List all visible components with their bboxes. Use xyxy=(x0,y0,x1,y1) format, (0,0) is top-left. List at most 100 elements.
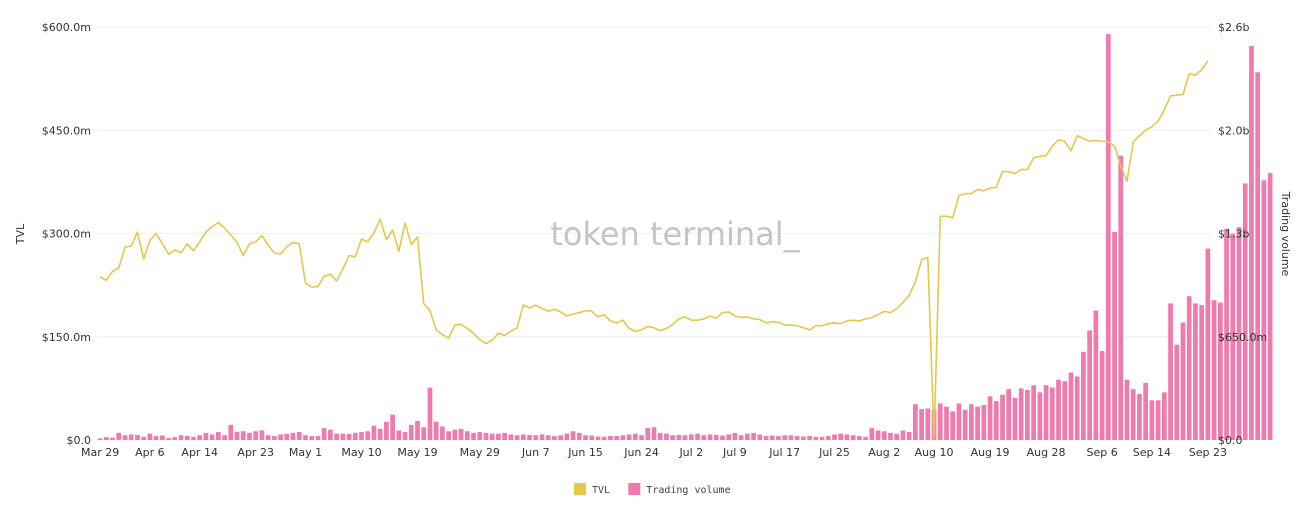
volume-bar xyxy=(359,432,364,440)
y-left-ticks: $0.0 $150.0m $300.0m $450.0m $600.0m xyxy=(42,21,91,447)
volume-bar xyxy=(614,436,620,440)
volume-bar xyxy=(228,424,234,440)
volume-bar xyxy=(763,436,769,440)
volume-bar xyxy=(247,432,252,440)
volume-bar xyxy=(147,433,153,440)
volume-bar xyxy=(987,396,993,440)
volume-bar xyxy=(1261,180,1267,441)
volume-bar xyxy=(321,428,327,440)
volume-bar xyxy=(489,433,495,440)
volume-bar xyxy=(832,434,837,440)
volume-bar xyxy=(869,428,875,440)
volume-bar xyxy=(396,430,402,440)
volume-bar xyxy=(807,436,812,440)
volume-bar xyxy=(545,435,551,440)
volume-bar xyxy=(801,436,806,440)
volume-bar xyxy=(558,435,564,440)
volume-bar xyxy=(850,435,856,440)
volume-bar xyxy=(1180,322,1186,440)
volume-bar xyxy=(981,405,987,440)
volume-bar xyxy=(384,421,389,440)
volume-bar xyxy=(352,432,358,440)
volume-bar xyxy=(514,435,520,440)
volume-bar xyxy=(408,424,414,440)
volume-bar xyxy=(875,430,881,440)
y-right-tick-label: $1.3b xyxy=(1218,228,1249,241)
volume-bar xyxy=(184,436,190,440)
volume-bar xyxy=(863,436,868,440)
legend-swatch xyxy=(628,483,641,495)
volume-bar xyxy=(1211,300,1217,440)
volume-bar xyxy=(1124,379,1130,440)
volume-bar xyxy=(483,432,489,440)
y-left-tick-label: $300.0m xyxy=(42,228,91,241)
volume-bar xyxy=(744,433,750,440)
volume-bar xyxy=(552,436,557,440)
volume-bar xyxy=(688,434,694,440)
volume-bar xyxy=(433,421,439,440)
x-tick-label: Aug 2 xyxy=(868,446,900,459)
volume-bar xyxy=(695,433,700,440)
volume-bar xyxy=(608,436,613,440)
volume-bar xyxy=(477,432,483,440)
y-left-axis-title: TVL xyxy=(14,223,27,245)
volume-bar xyxy=(1137,393,1142,440)
volume-bar xyxy=(1224,228,1229,440)
volume-bar xyxy=(751,432,756,440)
volume-bar xyxy=(284,433,290,440)
volume-bar xyxy=(1161,392,1167,440)
volume-bar xyxy=(520,434,526,440)
volume-bar xyxy=(191,436,196,440)
x-tick-label: Aug 19 xyxy=(971,446,1010,459)
x-tick-label: Apr 23 xyxy=(237,446,274,459)
volume-bar xyxy=(253,431,259,440)
volume-bar xyxy=(1062,381,1068,440)
volume-bar xyxy=(937,403,943,440)
volume-bar xyxy=(103,437,109,440)
volume-bar xyxy=(278,434,283,440)
volume-bar xyxy=(1168,303,1173,440)
volume-bar xyxy=(813,436,819,440)
volume-bar xyxy=(838,433,844,440)
volume-bar xyxy=(670,435,676,440)
volume-bar xyxy=(913,404,918,440)
volume-bar xyxy=(1230,233,1236,440)
volume-bar xyxy=(769,435,775,440)
volume-bar xyxy=(632,433,638,440)
volume-bar xyxy=(458,428,464,440)
volume-bar xyxy=(906,432,912,440)
volume-bar xyxy=(595,436,601,440)
volume-bar xyxy=(365,431,371,440)
volume-bar xyxy=(713,434,719,440)
volume-bar xyxy=(888,432,893,440)
volume-bar xyxy=(844,434,850,440)
volume-bar xyxy=(583,435,588,440)
volume-bar xyxy=(1143,382,1149,440)
volume-bar xyxy=(203,432,209,440)
volume-bar xyxy=(1087,330,1093,440)
volume-bar xyxy=(950,411,956,440)
volume-bar xyxy=(508,434,514,440)
x-tick-label: Jun 7 xyxy=(521,446,550,459)
legend-label: Trading volume xyxy=(646,485,730,496)
volume-bar xyxy=(1249,46,1254,441)
volume-bar xyxy=(894,433,900,440)
volume-bar xyxy=(1255,72,1261,441)
x-tick-label: Mar 29 xyxy=(81,446,119,459)
volume-bar xyxy=(1155,400,1161,440)
volume-bar xyxy=(340,433,346,440)
x-tick-label: Jun 15 xyxy=(567,446,603,459)
volume-bar xyxy=(309,436,315,440)
volume-bar xyxy=(116,432,122,440)
y-right-tick-label: $0.0 xyxy=(1218,434,1243,447)
volume-bar xyxy=(701,435,707,440)
volume-bar xyxy=(720,435,725,440)
volume-bar xyxy=(900,430,906,440)
volume-bar xyxy=(172,437,178,440)
volume-bar xyxy=(788,435,794,440)
x-axis-ticks: Mar 29 Apr 6 Apr 14 Apr 23 May 1 May 10 May 19… xyxy=(81,446,1227,459)
volume-bar xyxy=(738,435,744,440)
volume-bar xyxy=(1199,304,1205,440)
volume-bar xyxy=(110,437,115,440)
